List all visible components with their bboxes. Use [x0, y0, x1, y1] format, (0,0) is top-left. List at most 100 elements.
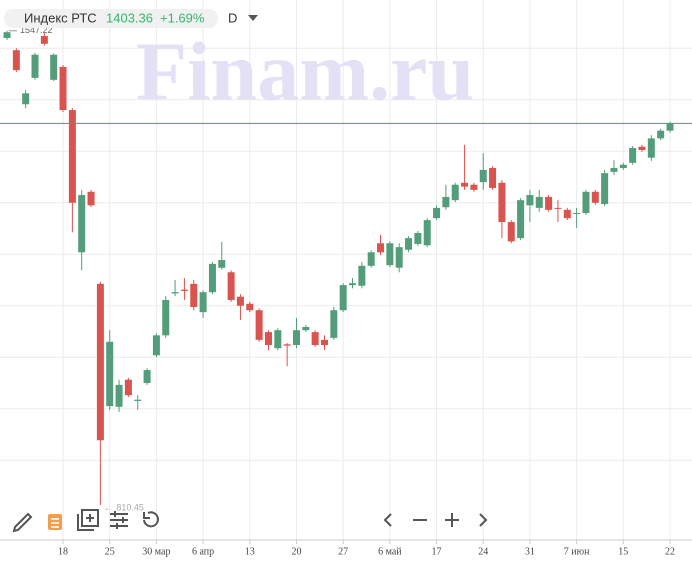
- candle-body: [601, 173, 609, 205]
- candle-body: [517, 200, 525, 239]
- candle-body: [22, 93, 30, 105]
- candle-body: [442, 196, 450, 208]
- candle-body: [3, 32, 11, 38]
- candle-body: [330, 310, 338, 338]
- candle-body: [395, 247, 403, 268]
- candle-body: [283, 344, 291, 346]
- candle-body: [563, 209, 571, 219]
- candle-body: [31, 54, 39, 78]
- candle-body: [507, 222, 515, 242]
- candle-body: [405, 238, 413, 250]
- candle-body: [619, 164, 627, 168]
- candle-body: [134, 399, 142, 401]
- candle-body: [470, 184, 478, 190]
- min-arrow: ←: [103, 502, 112, 512]
- last-price: 1403.36: [106, 10, 153, 25]
- interval[interactable]: D: [228, 10, 237, 25]
- candle-body: [451, 184, 459, 201]
- candle-body: [554, 207, 562, 209]
- candle-body: [339, 285, 347, 311]
- candle-body: [171, 292, 179, 294]
- candle-body: [180, 289, 188, 291]
- candle-body: [591, 191, 599, 203]
- add-indicator-icon[interactable]: [77, 509, 99, 531]
- candle-body: [526, 195, 534, 206]
- min-label: 810.45: [116, 502, 144, 512]
- candle-body: [367, 252, 375, 266]
- candle-body: [50, 54, 58, 80]
- x-tick-label: 27: [338, 546, 348, 557]
- candle-body: [638, 146, 646, 150]
- candle-body: [302, 326, 310, 331]
- candle-body: [629, 148, 637, 163]
- candle-body: [292, 330, 300, 345]
- candle-body: [96, 283, 104, 441]
- x-tick-label: 17: [432, 546, 442, 557]
- scroll-right[interactable]: [479, 513, 488, 527]
- candle-body: [124, 379, 132, 396]
- x-tick-label: 31: [525, 546, 535, 557]
- candles: 1547.22 ← 810.45: [0, 25, 692, 512]
- candle-body: [545, 196, 553, 210]
- candle-body: [190, 283, 198, 308]
- x-tick-label: 13: [245, 546, 255, 557]
- candle-body: [666, 123, 674, 131]
- candle-body: [358, 265, 366, 286]
- candle-body: [479, 169, 487, 183]
- notes-icon[interactable]: [48, 514, 62, 530]
- x-tick-label: 15: [618, 546, 628, 557]
- x-tick-label: 20: [291, 546, 301, 557]
- candle-body: [246, 303, 254, 311]
- x-axis-labels: 18 25 30 мар 6 апр 13 20 27 6 май 17 24 31 7 июн 15 2…: [58, 540, 675, 557]
- settings-icon[interactable]: [110, 511, 128, 529]
- x-tick-label: 6 май: [378, 546, 402, 557]
- pencil-icon[interactable]: [12, 512, 33, 533]
- candle-body: [320, 339, 328, 345]
- candle-body: [377, 243, 385, 253]
- candle-body: [498, 182, 506, 223]
- scroll-left[interactable]: [383, 513, 392, 527]
- candle-body: [274, 330, 282, 349]
- toolbar: [12, 509, 488, 533]
- candle-body: [573, 213, 581, 215]
- candle-body: [40, 36, 48, 44]
- x-tick-label: 18: [58, 546, 68, 557]
- candle-body: [647, 138, 655, 158]
- candle-body: [489, 167, 497, 188]
- zoom-in[interactable]: [445, 513, 459, 527]
- watermark: Finam.ru: [136, 25, 474, 118]
- grid: [0, 0, 692, 540]
- candle-body: [535, 196, 543, 208]
- candle-body: [423, 220, 431, 246]
- x-tick-label: 30 мар: [142, 546, 170, 557]
- candle-body: [311, 332, 319, 345]
- candle-body: [461, 182, 469, 187]
- candle-body: [236, 296, 244, 306]
- candle-body: [227, 272, 235, 300]
- candle-body: [12, 50, 20, 71]
- candle-body: [208, 263, 216, 293]
- x-tick-label: 24: [478, 546, 488, 557]
- candle-body: [264, 332, 272, 345]
- candle-body: [386, 243, 394, 266]
- candle-body: [610, 167, 618, 172]
- x-tick-label: 6 апр: [192, 546, 214, 557]
- candle-body: [657, 130, 665, 139]
- notes-lines: [51, 518, 59, 528]
- candle-body: [414, 232, 422, 244]
- candle-body: [68, 110, 76, 203]
- x-tick-label: 25: [105, 546, 115, 557]
- header-pill[interactable]: [4, 9, 218, 28]
- candle-body: [78, 195, 86, 253]
- candle-body: [582, 191, 590, 214]
- reset-icon[interactable]: [143, 511, 159, 528]
- interval-dropdown[interactable]: [248, 15, 258, 21]
- candle-body: [59, 66, 67, 111]
- candle-body: [152, 335, 160, 356]
- candle-body: [433, 207, 441, 219]
- candle-body: [106, 341, 114, 407]
- candle-body: [349, 283, 357, 286]
- candle-body: [162, 299, 170, 336]
